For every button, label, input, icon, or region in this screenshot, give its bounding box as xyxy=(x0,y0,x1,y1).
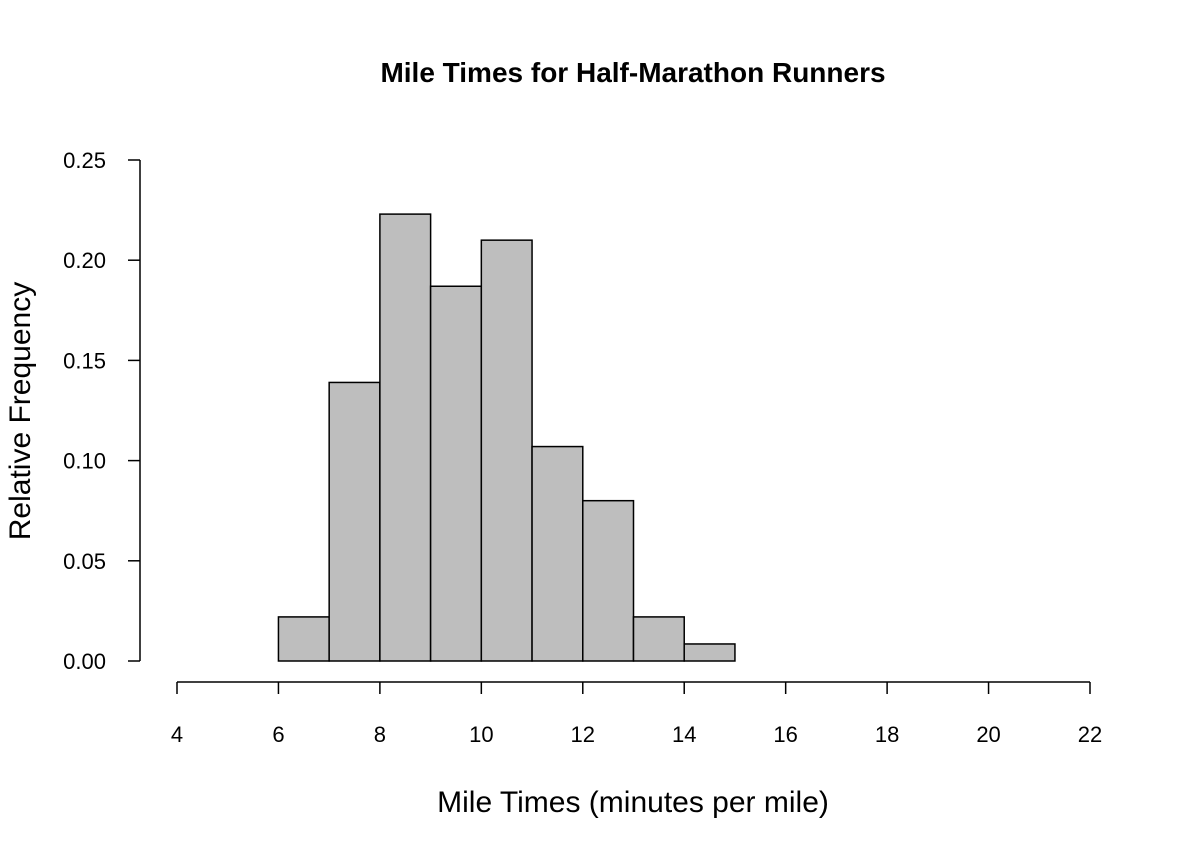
y-tick-label: 0.25 xyxy=(63,148,106,173)
x-tick-label: 10 xyxy=(469,722,493,747)
y-tick-label: 0.20 xyxy=(63,248,106,273)
chart-title: Mile Times for Half-Marathon Runners xyxy=(380,57,885,88)
histogram-bar xyxy=(531,445,584,662)
y-tick-label: 0.10 xyxy=(63,449,106,474)
histogram-bar xyxy=(480,239,533,662)
x-axis: 4 6 8 10 12 14 16 18 20 22 xyxy=(171,681,1102,747)
y-tick-label: 0.05 xyxy=(63,549,106,574)
histogram-bar xyxy=(277,616,330,662)
x-tick-label: 14 xyxy=(672,722,696,747)
histogram-bar xyxy=(582,499,635,662)
bars-group xyxy=(277,213,736,662)
histogram-bar xyxy=(632,616,685,662)
x-tick-label: 20 xyxy=(976,722,1000,747)
x-axis-label: Mile Times (minutes per mile) xyxy=(437,786,829,819)
x-tick-label: 6 xyxy=(272,722,284,747)
x-tick-label: 22 xyxy=(1078,722,1102,747)
x-tick-label: 4 xyxy=(171,722,183,747)
y-tick-label: 0.15 xyxy=(63,348,106,373)
histogram-bar xyxy=(379,213,432,662)
histogram-bar xyxy=(429,285,483,662)
histogram-bar xyxy=(328,381,381,662)
y-tick-label: 0.00 xyxy=(63,649,106,674)
x-tick-label: 8 xyxy=(374,722,386,747)
x-tick-label: 16 xyxy=(773,722,797,747)
x-tick-label: 12 xyxy=(571,722,595,747)
histogram-bar xyxy=(683,643,736,662)
y-axis: 0.00 0.05 0.10 0.15 0.20 0.25 xyxy=(63,148,141,674)
x-tick-label: 18 xyxy=(875,722,899,747)
y-axis-label: Relative Frequency xyxy=(4,282,37,540)
